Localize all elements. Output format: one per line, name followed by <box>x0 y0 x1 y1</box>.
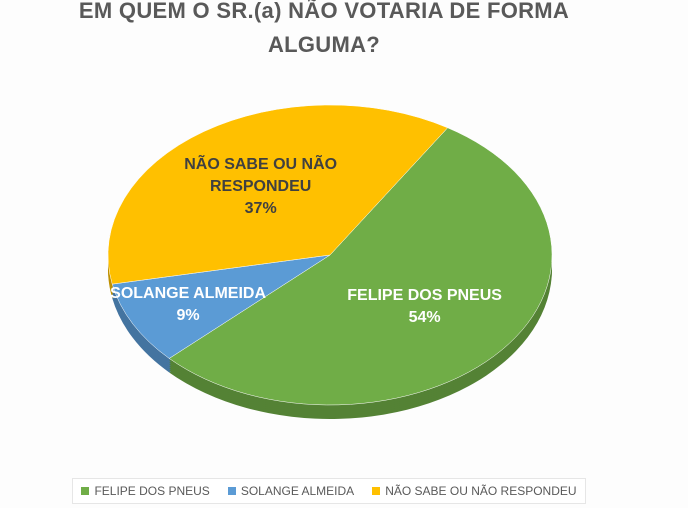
data-label-value: 9% <box>176 306 200 324</box>
legend-swatch <box>227 487 236 495</box>
legend-label: FELIPE DOS PNEUS <box>94 484 210 498</box>
data-label: NÃO SABE OU NÃO RESPONDEU 37% <box>176 154 346 220</box>
legend-label: NÃO SABE OU NÃO RESPONDEU <box>385 484 577 498</box>
data-label-name: SOLANGE ALMEIDA <box>110 284 266 302</box>
data-label-value: 54% <box>408 309 441 327</box>
pie-area <box>107 104 553 419</box>
data-label-value: 37% <box>244 200 277 218</box>
chart-title: EM QUEM O SR.(a) NÃO VOTARIA DE FORMA AL… <box>78 0 570 57</box>
data-label-name: NÃO SABE OU NÃO RESPONDEU <box>184 156 338 196</box>
slice <box>168 127 553 406</box>
legend-item: FELIPE DOS PNEUS <box>81 484 210 498</box>
data-label: FELIPE DOS PNEUS 54% <box>330 285 520 329</box>
data-label: SOLANGE ALMEIDA 9% <box>93 283 283 327</box>
slice <box>107 104 449 285</box>
legend-swatch <box>81 487 90 495</box>
legend-item: SOLANGE ALMEIDA <box>227 484 355 498</box>
legend-swatch <box>372 487 381 495</box>
legend: FELIPE DOS PNEUS SOLANGE ALMEIDA NÃO SABE … <box>72 478 586 504</box>
slice <box>111 254 331 359</box>
legend-label: SOLANGE ALMEIDA <box>240 484 355 498</box>
legend-item: NÃO SABE OU NÃO RESPONDEU <box>372 484 577 498</box>
data-label-name: FELIPE DOS PNEUS <box>347 287 502 305</box>
